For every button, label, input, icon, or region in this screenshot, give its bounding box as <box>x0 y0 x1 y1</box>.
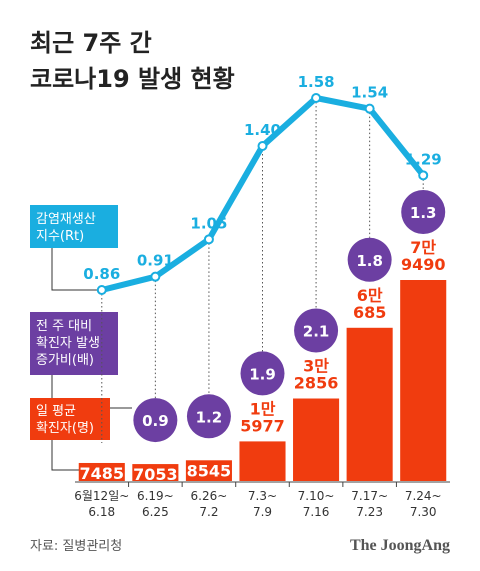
ratio-circle <box>294 308 339 353</box>
rt-label: 0.86 <box>83 265 120 283</box>
rt-label: 1.40 <box>244 121 281 139</box>
ratio-circle <box>401 190 446 234</box>
x-tick-label: 6.19~ 6.25 <box>137 489 174 519</box>
legend-label: 일 평균 확진자(명) <box>36 404 94 436</box>
ratio-label: 2.1 <box>303 322 330 340</box>
data-label: 7485 <box>80 463 125 482</box>
ratio-circle <box>347 237 392 282</box>
x-tick-label: 7.24~ 7.30 <box>405 489 442 519</box>
rt-label: 1.58 <box>298 73 335 91</box>
legend-label: 감염재생산 지수(Rt) <box>36 212 96 244</box>
chart-title: 최근 7주 간 코로나19 발생 현황 <box>30 29 235 93</box>
bar <box>239 441 286 481</box>
bar <box>293 398 340 481</box>
rt-label: 1.05 <box>190 214 227 232</box>
rt-point <box>418 170 429 181</box>
rt-label: 1.29 <box>405 150 442 168</box>
ratio-label: 1.8 <box>356 251 383 269</box>
x-tick-label: 6.26~ 7.2 <box>191 489 228 519</box>
ratio-label: 0.9 <box>142 412 169 430</box>
legend-box <box>30 312 118 375</box>
ratio-circle <box>133 398 178 443</box>
data-label: 8545 <box>187 461 232 480</box>
rt-point <box>311 93 322 103</box>
legend-label: 전 주 대비 확진자 발생 증가비(배) <box>36 319 100 368</box>
rt-point <box>203 234 214 245</box>
bar <box>185 460 232 481</box>
data-label: 7만 9490 <box>401 238 446 274</box>
legend-box <box>30 205 118 248</box>
data-label: 6만 685 <box>353 285 386 321</box>
x-tick-label: 7.17~ 7.23 <box>351 489 388 519</box>
connector <box>51 440 80 471</box>
ratio-circle <box>186 394 231 439</box>
data-label: 7053 <box>133 465 178 484</box>
rt-point <box>150 271 161 282</box>
ratio-circle <box>240 351 285 396</box>
ratio-label: 1.9 <box>249 365 276 383</box>
bar <box>78 462 125 481</box>
data-label: 3만 2856 <box>294 356 339 392</box>
rt-label: 0.91 <box>137 251 174 269</box>
ratio-label: 1.3 <box>410 204 437 222</box>
connector <box>51 248 100 291</box>
bar <box>132 464 179 481</box>
bar <box>346 327 393 481</box>
x-tick-label: 7.3~ 7.9 <box>248 489 277 519</box>
rt-label: 1.54 <box>351 83 388 101</box>
data-label: 1만 5977 <box>240 399 285 435</box>
rt-point <box>364 103 375 114</box>
source: 자료: 질병관리청 <box>30 539 122 554</box>
brand: The JoongAng <box>350 537 450 554</box>
rt-point <box>96 285 107 295</box>
x-tick-label: 6월12일~ 6.18 <box>74 489 129 519</box>
x-tick-label: 7.10~ 7.16 <box>298 489 335 519</box>
rt-point <box>257 141 268 151</box>
legend-box <box>30 398 110 440</box>
ratio-label: 1.2 <box>196 408 223 426</box>
bar <box>400 280 447 481</box>
